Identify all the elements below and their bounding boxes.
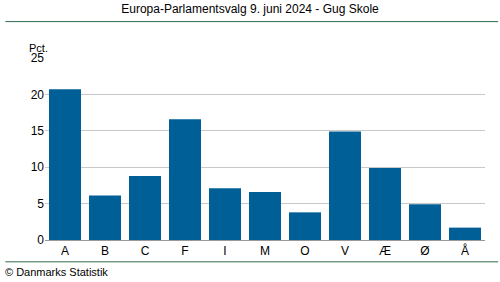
svg-text:© Danmarks Statistik: © Danmarks Statistik [5,266,108,278]
svg-text:I: I [223,244,226,258]
svg-text:A: A [61,244,69,258]
svg-text:O: O [300,244,309,258]
svg-text:15: 15 [31,124,45,138]
svg-text:Å: Å [461,243,469,258]
svg-text:C: C [141,244,150,258]
svg-text:20: 20 [31,88,45,102]
svg-text:B: B [101,244,109,258]
svg-text:Æ: Æ [379,244,391,258]
svg-text:M: M [260,244,270,258]
svg-text:V: V [341,244,349,258]
svg-text:Ø: Ø [420,244,429,258]
svg-text:25: 25 [31,51,45,65]
svg-text:10: 10 [31,160,45,174]
svg-text:0: 0 [37,233,44,247]
svg-text:Europa-Parlamentsvalg 9. juni: Europa-Parlamentsvalg 9. juni 2024 - Gug… [121,2,379,16]
svg-text:Pct.: Pct. [29,42,48,54]
svg-text:5: 5 [37,197,44,211]
svg-text:F: F [181,244,188,258]
